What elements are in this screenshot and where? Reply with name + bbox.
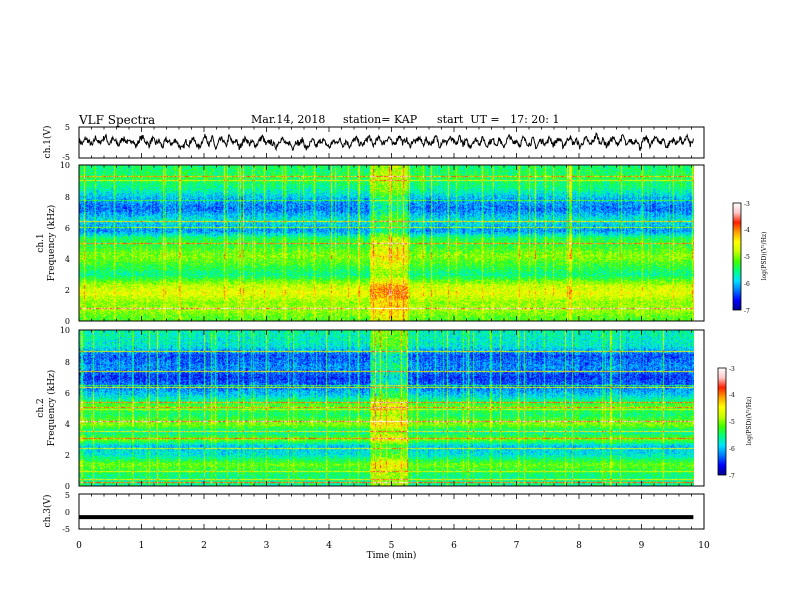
station-label: station= KAP (343, 113, 418, 126)
date-label: Mar.14, 2018 (251, 113, 326, 126)
xtick-3: 3 (264, 541, 270, 551)
ylabel-line: ch.2 (36, 398, 46, 417)
xtick-9: 9 (639, 541, 645, 551)
ch1-ytick-5: 5 (65, 123, 70, 132)
ch1-ytick-10: 10 (60, 161, 70, 170)
ch1-spectrogram-ticks (78, 165, 705, 321)
ylabel-line: Frequency (kHz) (46, 370, 57, 447)
ch2-cb-tick-minus7: -7 (729, 473, 735, 480)
ch2-ytick-2: 2 (65, 451, 70, 460)
ch1-ytick-4: 4 (65, 255, 70, 264)
xtick-2: 2 (201, 541, 207, 551)
ch2-ytick-0: 0 (65, 482, 70, 491)
figure-title: VLF Spectra (79, 113, 156, 127)
ch1-cb-tick-minus3: -3 (744, 201, 750, 208)
ch1-cb-tick-minus6: -6 (744, 281, 750, 288)
ch1-ytick-2: 2 (65, 286, 70, 295)
ch2-ytick-10: 10 (60, 326, 70, 335)
ch1-spectrogram-image (79, 165, 694, 321)
ch2-ytick-8: 8 (65, 358, 70, 367)
xtick-1: 1 (139, 541, 145, 551)
xtick-7: 7 (514, 541, 520, 551)
ch2-cb-tick-minus5: -5 (729, 419, 735, 426)
xtick-5: 5 (389, 541, 395, 551)
xtick-4: 4 (326, 541, 332, 551)
ch3-waveform-frame (78, 493, 705, 530)
xtick-8: 8 (576, 541, 582, 551)
xtick-0: 0 (76, 541, 82, 551)
x-axis-label: Time (min) (367, 550, 417, 561)
ch2-spectrogram-ylabel: ch.2Frequency (kHz) (36, 370, 57, 447)
ch2-colorbar-bar (717, 367, 727, 476)
ch2-cb-tick-minus3: -3 (729, 366, 735, 373)
ch1-waveform-frame (78, 126, 705, 159)
xtick-6: 6 (451, 541, 457, 551)
ch1-waveform-panel: 5 -5 ch.1(V) (42, 123, 705, 162)
ch1-ytick-8: 8 (65, 193, 70, 202)
ch2-spectrogram-image (79, 330, 694, 486)
ch2-cb-tick-minus6: -6 (729, 446, 735, 453)
time-x-axis: 0 1 2 3 4 5 6 7 8 9 10 Time (min) (76, 541, 710, 561)
ch1-ytick-minus5: -5 (62, 153, 70, 162)
ch1-ytick-0: 0 (65, 317, 70, 326)
ch1-ylabel: ch.1(V) (42, 126, 53, 159)
ch3-ytick-0: 0 (65, 508, 70, 517)
ch3-ticks (78, 494, 705, 529)
xtick-10: 10 (698, 541, 710, 551)
ch1-cb-tick-minus7: -7 (744, 308, 750, 315)
ch1-colorbar-bar (732, 202, 742, 311)
ch3-ytick-minus5: -5 (62, 525, 70, 534)
ch2-ytick-4: 4 (65, 420, 70, 429)
ch1-spectrogram-ylabel: ch.1Frequency (kHz) (36, 205, 57, 282)
ch3-waveform-panel: 5 0 -5 ch.3(V) (42, 491, 705, 534)
ylabel-line: ch.1 (36, 233, 46, 252)
ch1-cb-tick-minus5: -5 (744, 254, 750, 261)
ch1-cb-tick-minus4: -4 (744, 227, 750, 234)
ch2-cb-tick-minus4: -4 (729, 392, 735, 399)
start-time-label: start UT = 17: 20: 1 (437, 113, 560, 126)
ch3-ylabel: ch.3(V) (42, 495, 53, 528)
ch1-spectrogram-panel: 10 8 6 4 2 0 ch.1Frequency (kHz) (36, 161, 705, 326)
ylabel-line: Frequency (kHz) (46, 205, 57, 282)
ch1-colorbar: -3 -4 -5 -6 -7 log(PSD)(V²/Hz) (732, 201, 768, 315)
ch1-waveform-line (78, 132, 694, 152)
ch2-spectrogram-ticks (78, 330, 705, 486)
ch3-ytick-5: 5 (65, 491, 70, 500)
ch2-ytick-6: 6 (65, 389, 70, 398)
ch2-colorbar: -3 -4 -5 -6 -7 log(PSD)(V²/Hz) (717, 366, 753, 480)
ch1-ytick-6: 6 (65, 224, 70, 233)
ch2-spectrogram-panel: 10 8 6 4 2 0 ch.2Frequency (kHz) (36, 326, 705, 491)
ch1-colorbar-label: log(PSD)(V²/Hz) (761, 232, 768, 281)
ch2-colorbar-label: log(PSD)(V²/Hz) (746, 397, 753, 446)
